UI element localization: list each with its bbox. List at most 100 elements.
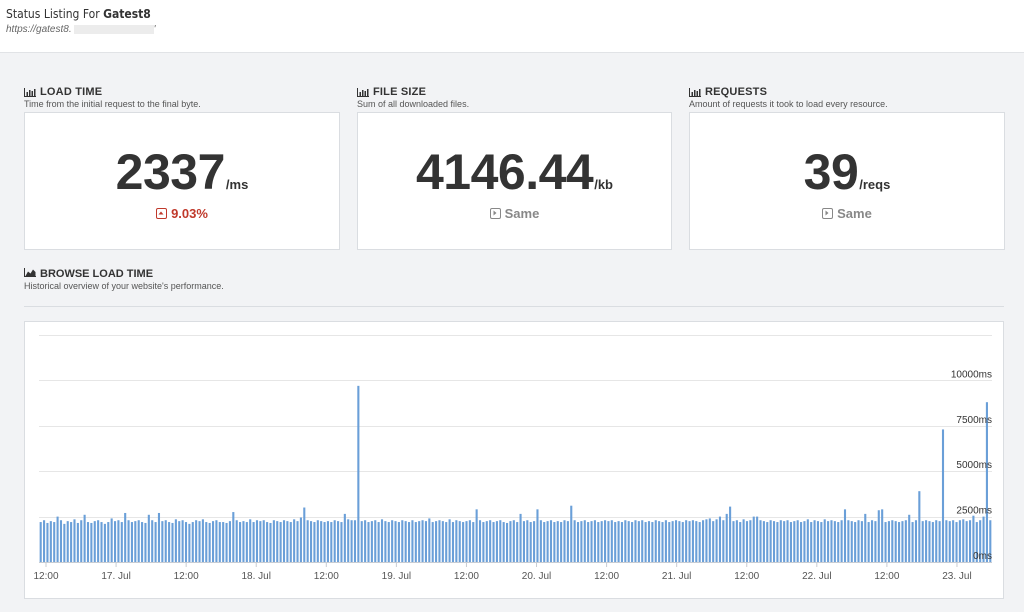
chart-bar[interactable]	[624, 520, 627, 562]
chart-bar[interactable]	[424, 521, 427, 562]
chart-bar[interactable]	[201, 519, 204, 562]
chart-bar[interactable]	[674, 520, 678, 562]
chart-bar[interactable]	[347, 519, 350, 562]
chart-bar[interactable]	[884, 522, 887, 562]
chart-bar[interactable]	[408, 522, 411, 562]
chart-bar[interactable]	[235, 520, 238, 562]
chart-bar[interactable]	[529, 522, 532, 562]
chart-bar[interactable]	[205, 522, 208, 562]
chart-bar[interactable]	[722, 520, 725, 562]
chart-bar[interactable]	[549, 520, 553, 562]
chart-bar[interactable]	[654, 520, 657, 562]
chart-bar[interactable]	[631, 522, 634, 562]
chart-bar[interactable]	[455, 520, 458, 562]
chart-bar[interactable]	[668, 522, 671, 562]
chart-bar[interactable]	[610, 520, 613, 562]
chart-bar[interactable]	[597, 522, 600, 562]
chart-bar[interactable]	[475, 509, 478, 562]
chart-bar[interactable]	[211, 521, 215, 562]
chart-bar[interactable]	[901, 521, 904, 562]
chart-bar[interactable]	[779, 520, 782, 562]
chart-bar[interactable]	[752, 516, 755, 562]
chart-bar[interactable]	[776, 522, 779, 562]
chart-bar[interactable]	[46, 522, 49, 562]
chart-bar[interactable]	[705, 519, 708, 562]
chart-bar[interactable]	[958, 520, 961, 562]
chart-bar[interactable]	[637, 521, 640, 562]
chart-bar[interactable]	[252, 522, 255, 562]
chart-bar[interactable]	[100, 522, 103, 562]
chart-bar[interactable]	[130, 522, 133, 562]
chart-bar[interactable]	[367, 522, 370, 562]
chart-bar[interactable]	[509, 521, 512, 562]
chart-bar[interactable]	[783, 521, 786, 562]
chart-bar[interactable]	[806, 519, 809, 562]
chart-bar[interactable]	[49, 521, 52, 562]
chart-bar[interactable]	[546, 521, 549, 562]
chart-bar[interactable]	[583, 520, 586, 562]
chart-bar[interactable]	[431, 522, 434, 562]
chart-bar[interactable]	[857, 520, 860, 562]
chart-bar[interactable]	[468, 520, 471, 562]
chart-bar[interactable]	[340, 522, 343, 562]
chart-bar[interactable]	[894, 521, 897, 562]
chart-bar[interactable]	[323, 522, 326, 562]
chart-bar[interactable]	[867, 522, 870, 562]
chart-bar[interactable]	[539, 520, 542, 562]
chart-bar[interactable]	[43, 520, 46, 562]
chart-bar[interactable]	[154, 522, 157, 562]
chart-bar[interactable]	[245, 522, 248, 562]
chart-bar[interactable]	[840, 520, 843, 562]
chart-bar[interactable]	[864, 513, 867, 562]
chart-bar[interactable]	[435, 521, 438, 562]
chart-bar[interactable]	[921, 521, 924, 562]
chart-bar[interactable]	[904, 520, 907, 562]
chart-bar[interactable]	[441, 521, 444, 562]
chart-bar[interactable]	[326, 521, 329, 562]
chart-bar[interactable]	[343, 513, 346, 562]
chart-bar[interactable]	[925, 520, 928, 562]
chart-bar[interactable]	[168, 522, 171, 562]
chart-bar[interactable]	[137, 520, 140, 562]
chart-bar[interactable]	[658, 521, 661, 562]
chart-bar[interactable]	[161, 521, 164, 562]
chart-bar[interactable]	[73, 519, 76, 562]
chart-bar[interactable]	[860, 521, 863, 562]
chart-bar[interactable]	[171, 522, 174, 562]
chart-bar[interactable]	[151, 520, 154, 562]
chart-bar[interactable]	[725, 513, 728, 562]
chart-bar[interactable]	[908, 514, 911, 562]
chart-bar[interactable]	[181, 520, 184, 562]
chart-bar[interactable]	[472, 522, 475, 562]
chart-bar[interactable]	[708, 518, 711, 562]
chart-bar[interactable]	[695, 521, 698, 562]
chart-bar[interactable]	[519, 513, 522, 562]
chart-bar[interactable]	[745, 521, 749, 562]
chart-bar[interactable]	[881, 509, 884, 562]
chart-bar[interactable]	[147, 514, 150, 562]
chart-bar[interactable]	[985, 402, 988, 562]
chart-bar[interactable]	[485, 521, 488, 562]
chart-bar[interactable]	[766, 522, 769, 562]
chart-bar[interactable]	[647, 521, 651, 562]
chart-bar[interactable]	[968, 520, 972, 562]
chart-bar[interactable]	[661, 522, 664, 562]
chart-bar[interactable]	[563, 520, 566, 562]
chart-bar[interactable]	[935, 520, 938, 562]
chart-bar[interactable]	[266, 522, 269, 562]
chart-bar[interactable]	[255, 520, 259, 562]
chart-bar[interactable]	[478, 520, 482, 562]
chart-bar[interactable]	[458, 521, 461, 562]
chart-bar[interactable]	[353, 520, 357, 562]
chart-bar[interactable]	[120, 522, 123, 562]
chart-bar[interactable]	[823, 519, 826, 562]
chart-bar[interactable]	[282, 520, 286, 562]
chart-bar[interactable]	[107, 522, 110, 562]
chart-bar[interactable]	[702, 520, 705, 562]
chart-bar[interactable]	[401, 520, 404, 562]
chart-bar[interactable]	[272, 520, 275, 562]
chart-bar[interactable]	[570, 505, 573, 562]
chart-bar[interactable]	[644, 522, 647, 562]
chart-bar[interactable]	[772, 521, 776, 562]
chart-bar[interactable]	[718, 516, 722, 562]
